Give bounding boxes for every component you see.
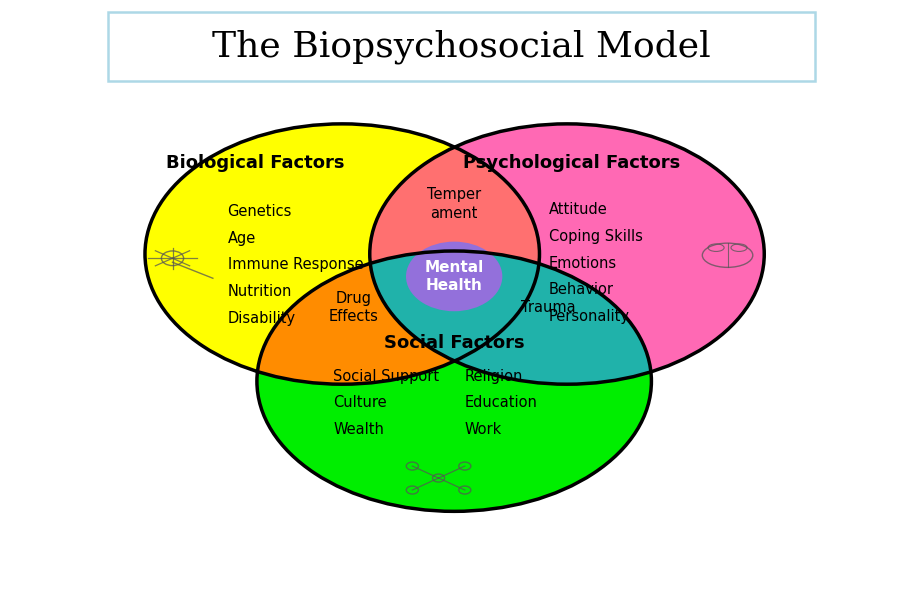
Text: Temper
ament: Temper ament [427, 187, 481, 221]
Circle shape [145, 124, 539, 384]
Text: Disability: Disability [228, 311, 295, 326]
Text: Attitude: Attitude [548, 202, 607, 218]
Text: Wealth: Wealth [333, 422, 384, 436]
Text: The Biopsychosocial Model: The Biopsychosocial Model [212, 30, 711, 64]
Text: Mental
Health: Mental Health [425, 260, 484, 293]
Circle shape [257, 251, 652, 511]
Text: Work: Work [464, 422, 501, 436]
Text: Culture: Culture [333, 395, 387, 411]
Text: Trauma: Trauma [521, 301, 576, 315]
Text: Genetics: Genetics [228, 204, 292, 219]
Text: Religion: Religion [464, 370, 522, 384]
Circle shape [257, 251, 652, 511]
Text: Age: Age [228, 231, 256, 246]
Text: Psychological Factors: Psychological Factors [463, 154, 680, 172]
Text: Personality: Personality [548, 309, 629, 324]
Text: Social Factors: Social Factors [384, 334, 524, 352]
Text: Nutrition: Nutrition [228, 284, 292, 299]
Text: Emotions: Emotions [548, 255, 617, 271]
Text: Drug
Effects: Drug Effects [329, 290, 378, 324]
Text: Behavior: Behavior [548, 282, 614, 298]
FancyBboxPatch shape [108, 12, 815, 81]
Text: Social Support: Social Support [333, 370, 439, 384]
Text: Biological Factors: Biological Factors [166, 154, 344, 172]
Circle shape [257, 251, 652, 511]
Circle shape [145, 124, 539, 384]
Circle shape [370, 124, 764, 384]
Ellipse shape [406, 241, 502, 311]
Text: Education: Education [464, 395, 537, 411]
Circle shape [145, 124, 539, 384]
Text: Immune Response: Immune Response [228, 257, 363, 273]
Text: Coping Skills: Coping Skills [548, 229, 642, 244]
Circle shape [370, 124, 764, 384]
Circle shape [370, 124, 764, 384]
